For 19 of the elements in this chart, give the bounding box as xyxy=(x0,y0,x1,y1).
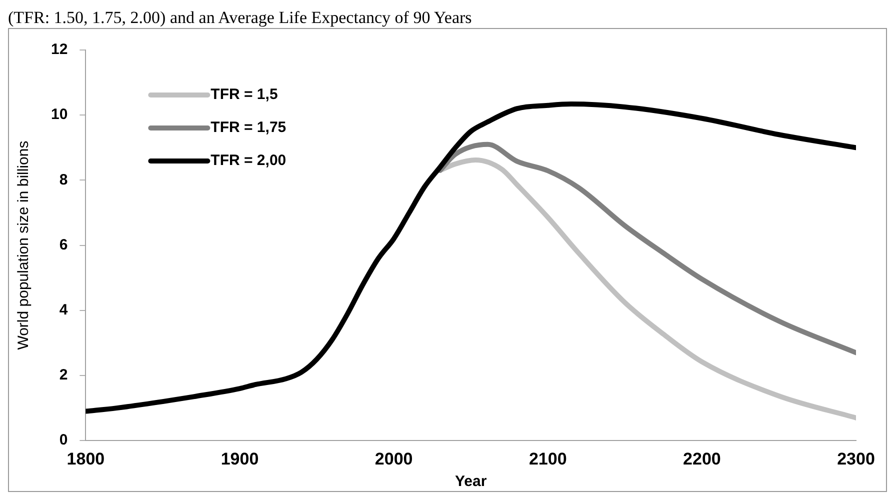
x-tick-label: 2300 xyxy=(837,449,875,468)
x-tick-label: 2100 xyxy=(528,449,567,468)
x-tick-label: 2000 xyxy=(374,449,413,468)
y-tick-label: 0 xyxy=(59,432,68,449)
y-tick-label: 10 xyxy=(50,106,68,124)
x-tick-label: 2200 xyxy=(683,449,721,468)
legend-label: TFR = 1,75 xyxy=(210,119,286,136)
y-tick-label: 4 xyxy=(59,302,68,319)
y-axis-title: World population size in billions xyxy=(15,140,32,350)
y-tick-label: 6 xyxy=(59,236,68,254)
x-axis-title: Year xyxy=(454,473,487,490)
y-tick-label: 12 xyxy=(50,41,68,58)
y-tick-label: 2 xyxy=(59,366,68,384)
y-tick-label: 8 xyxy=(59,171,68,188)
chart-title: (TFR: 1.50, 1.75, 2.00) and an Average Life Expectancy of 90 Years xyxy=(8,8,473,28)
x-tick-label: 1900 xyxy=(220,449,259,468)
x-tick-label: 1800 xyxy=(66,449,105,468)
legend-label: TFR = 1,5 xyxy=(210,86,278,104)
legend-label: TFR = 2,00 xyxy=(210,152,286,170)
